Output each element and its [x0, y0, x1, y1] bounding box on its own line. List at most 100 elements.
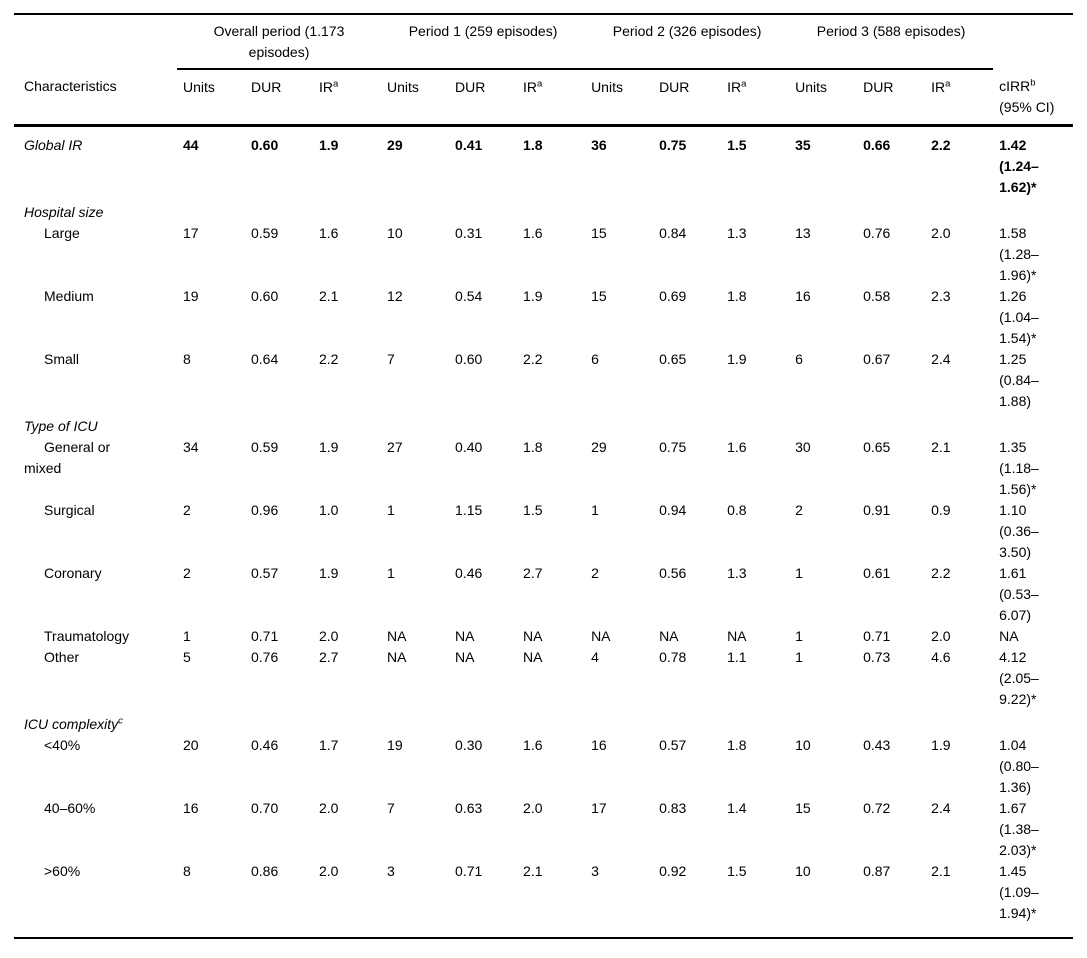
cell-units: 17 [591, 800, 607, 816]
cell-units: 8 [183, 863, 191, 879]
cell-units: 12 [387, 288, 403, 304]
cell-ir: 2.2 [931, 137, 951, 153]
group-header-period2: Period 2 (326 episodes) [585, 14, 790, 70]
cell-dur: 0.73 [863, 649, 891, 665]
cell-cirr: 1.45 (1.09– 1.94)* [999, 863, 1039, 921]
table-row: >60% 8 0.86 2.0 3 0.71 2.1 3 0.92 1.5 10… [14, 861, 1073, 938]
cell-units: 16 [591, 737, 607, 753]
cell-ir: 1.9 [727, 351, 747, 367]
cell-units: 1 [387, 565, 395, 581]
cell-cirr: 1.35 (1.18– 1.56)* [999, 439, 1039, 497]
cell-units: 8 [183, 351, 191, 367]
cell-ir: 2.4 [931, 800, 951, 816]
group-header-period1: Period 1 (259 episodes) [381, 14, 586, 70]
cell-units: 3 [387, 863, 395, 879]
cell-dur: 0.60 [455, 351, 483, 367]
characteristics-header: Characteristics [14, 69, 177, 127]
cell-units: 15 [795, 800, 811, 816]
row-label: <40% [44, 737, 81, 753]
cell-ir: 1.6 [319, 225, 339, 241]
units-header-label: Units [591, 79, 623, 95]
cell-ir: 1.9 [319, 137, 339, 153]
dur-header: DUR [857, 69, 926, 127]
cell-dur: 0.65 [659, 351, 687, 367]
cell-dur: NA [659, 628, 679, 644]
ir-footnote-marker: a [741, 78, 747, 90]
cell-units: 16 [795, 288, 811, 304]
cirr-header-label: cIRR [999, 78, 1031, 94]
cell-cirr: 1.10 (0.36– 3.50) [999, 502, 1039, 560]
cell-units: 7 [387, 800, 395, 816]
cell-dur: 0.75 [659, 137, 687, 153]
cell-ir: NA [523, 628, 543, 644]
cell-dur: 0.71 [455, 863, 483, 879]
cell-ir: 1.9 [931, 737, 951, 753]
section-label-text: Hospital size [24, 204, 104, 220]
cell-ir: 1.8 [727, 288, 747, 304]
ir-footnote-marker: a [945, 78, 951, 90]
cell-dur: 0.75 [659, 439, 687, 455]
cell-dur: 0.78 [659, 649, 687, 665]
cell-dur: 0.46 [251, 737, 279, 753]
cell-ir: NA [727, 628, 747, 644]
cell-dur: 0.72 [863, 800, 891, 816]
cell-cirr: NA [999, 628, 1019, 644]
cell-ir: 1.0 [319, 502, 339, 518]
cell-cirr: 1.58 (1.28– 1.96)* [999, 225, 1039, 283]
cell-dur: 0.69 [659, 288, 687, 304]
table-row: Traumatology 1 0.71 2.0 NA NA NA NA NA N… [14, 626, 1073, 647]
cell-units: 10 [795, 737, 811, 753]
cell-units: 35 [795, 137, 811, 153]
row-label: Other [44, 649, 80, 665]
section-footnote-marker: c [118, 715, 123, 727]
cell-ir: 1.7 [319, 737, 339, 753]
cell-units: NA [387, 628, 407, 644]
row-label: Small [44, 351, 80, 367]
cell-dur: 0.60 [251, 288, 279, 304]
cell-dur: 0.66 [863, 137, 891, 153]
cell-ir: 1.3 [727, 225, 747, 241]
cell-units: 1 [795, 628, 803, 644]
dur-header-label: DUR [863, 79, 894, 95]
table-section-row: ICU complexityc [14, 710, 1073, 735]
column-header-row: Characteristics Units DUR IRa Units DUR … [14, 69, 1073, 127]
cell-cirr: 1.26 (1.04– 1.54)* [999, 288, 1039, 346]
cell-units: 4 [591, 649, 599, 665]
cell-ir: 2.2 [931, 565, 951, 581]
cell-units: NA [387, 649, 407, 665]
cell-ir: 1.3 [727, 565, 747, 581]
cell-ir: 1.9 [523, 288, 543, 304]
cell-dur: 0.87 [863, 863, 891, 879]
cell-ir: 2.0 [931, 628, 951, 644]
cell-units: 29 [387, 137, 403, 153]
cell-dur: 0.46 [455, 565, 483, 581]
cell-cirr: 1.61 (0.53– 6.07) [999, 565, 1039, 623]
cell-dur: 0.57 [251, 565, 279, 581]
cell-units: 6 [795, 351, 803, 367]
cell-ir: 2.0 [931, 225, 951, 241]
cell-units: 1 [591, 502, 599, 518]
cell-dur: 0.65 [863, 439, 891, 455]
cell-units: 2 [183, 502, 191, 518]
corner-cell [14, 14, 177, 69]
cell-ir: 2.2 [319, 351, 339, 367]
cell-dur: NA [455, 628, 475, 644]
cell-units: 44 [183, 137, 199, 153]
group-header-period3: Period 3 (588 episodes) [789, 14, 994, 70]
cell-dur: 0.57 [659, 737, 687, 753]
cell-units: 15 [591, 288, 607, 304]
cell-dur: 0.61 [863, 565, 891, 581]
section-label-text: Type of ICU [24, 418, 98, 434]
cell-units: NA [591, 628, 611, 644]
cirr-header: cIRRb (95% CI) [993, 69, 1073, 127]
cell-dur: 0.84 [659, 225, 687, 241]
cell-cirr: 1.67 (1.38– 2.03)* [999, 800, 1039, 858]
cell-ir: 1.4 [727, 800, 747, 816]
cirr-spacer-cell [993, 14, 1073, 69]
cell-units: 19 [183, 288, 199, 304]
cell-units: 10 [387, 225, 403, 241]
cell-units: 29 [591, 439, 607, 455]
cell-dur: NA [455, 649, 475, 665]
cell-units: 34 [183, 439, 199, 455]
cell-dur: 0.67 [863, 351, 891, 367]
